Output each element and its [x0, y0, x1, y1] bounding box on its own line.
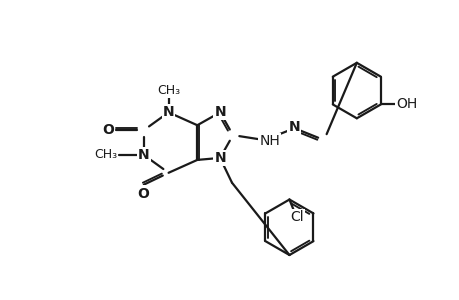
Text: O: O — [102, 123, 114, 137]
Text: N: N — [214, 151, 225, 165]
Text: Cl: Cl — [290, 210, 303, 224]
Text: OH: OH — [395, 98, 416, 111]
Text: N: N — [138, 148, 149, 162]
Text: NH: NH — [259, 134, 280, 148]
Text: CH₃: CH₃ — [157, 84, 180, 97]
Text: CH₃: CH₃ — [94, 148, 117, 161]
Text: N: N — [214, 105, 225, 119]
Text: N: N — [288, 120, 300, 134]
Text: N: N — [162, 105, 174, 119]
Text: O: O — [137, 187, 148, 201]
